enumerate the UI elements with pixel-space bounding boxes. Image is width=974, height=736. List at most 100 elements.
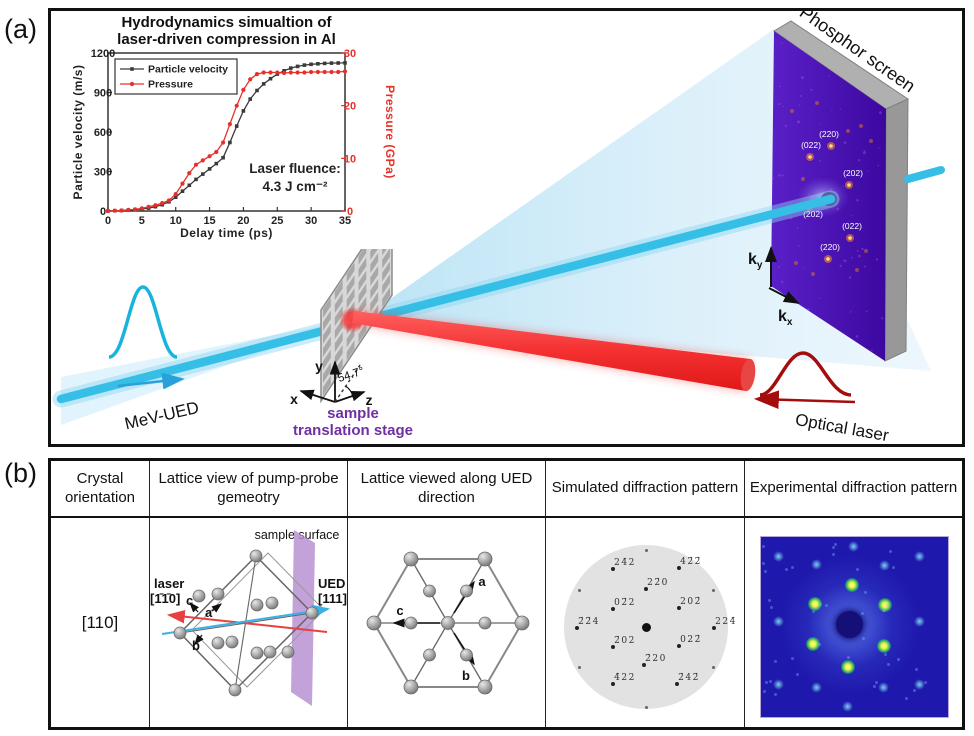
atom <box>281 645 295 659</box>
bragg-spot-dim <box>913 615 925 627</box>
sim-spot <box>677 606 681 610</box>
atom <box>228 683 242 697</box>
atom <box>249 549 263 563</box>
diffraction-spot-core <box>826 257 830 261</box>
screen-side-edge <box>884 98 909 362</box>
svg-text:Delay time (ps): Delay time (ps) <box>180 226 273 240</box>
cell-lattice-view: sample surface laser <box>150 518 348 727</box>
sim-spot <box>644 587 648 591</box>
stage-label-2: translation stage <box>293 422 413 439</box>
svg-text:15: 15 <box>203 215 215 227</box>
faint-spot <box>869 139 873 143</box>
svg-text:20: 20 <box>237 215 249 227</box>
diffraction-spot-label: (202) <box>843 168 863 178</box>
sim-spot <box>611 682 615 686</box>
svg-text:30: 30 <box>305 215 317 227</box>
svg-text:30: 30 <box>344 48 356 60</box>
sim-spot <box>642 663 646 667</box>
bragg-spot-bright <box>806 637 820 651</box>
mev-ued-label: MeV-UED <box>123 398 201 434</box>
atom <box>173 626 187 640</box>
hydro-chart: Hydrodynamics simualtion of laser-driven … <box>70 11 402 249</box>
bragg-spot-dim <box>772 615 784 627</box>
z-axis-label: z <box>366 392 373 408</box>
ued-label-2: [111] <box>318 591 347 606</box>
sim-spot-label: 224̄ <box>715 617 737 627</box>
diffraction-spot-core <box>847 183 851 187</box>
hex-b-label: b <box>462 668 470 683</box>
atom <box>211 587 225 601</box>
atom <box>225 635 239 649</box>
ued-beam-exit <box>904 166 945 183</box>
atom <box>423 648 436 662</box>
sim-spot <box>675 682 679 686</box>
svg-text:20: 20 <box>344 101 356 113</box>
sim-spot-unlabeled <box>711 665 715 669</box>
sim-spot <box>677 566 681 570</box>
bragg-spot-dim <box>772 678 784 690</box>
diffraction-spot-core <box>808 155 812 159</box>
sim-spot-label: 22̄0 <box>647 578 669 588</box>
sim-spot <box>677 644 681 648</box>
b-axis-label: b <box>192 638 200 653</box>
bragg-spot-dim <box>810 558 822 570</box>
bragg-spot-bright <box>878 598 892 612</box>
atom <box>265 596 279 610</box>
svg-text:laser-driven compression in Al: laser-driven compression in Al <box>117 31 336 48</box>
atom <box>250 646 264 660</box>
atom <box>477 551 493 567</box>
x-axis-label: x <box>290 391 298 407</box>
cell-experimental <box>745 518 962 727</box>
ky-label: ky <box>748 251 763 271</box>
sim-spot-label: 2̄2̄4 <box>578 617 600 627</box>
atom <box>263 645 277 659</box>
svg-text:10: 10 <box>344 153 356 165</box>
diffraction-spot-label: (022) <box>801 140 821 150</box>
atom <box>366 615 382 631</box>
sim-spot-label: 24̄2 <box>614 558 636 568</box>
diffraction-spot-core <box>848 236 852 240</box>
sim-spot-label: 02̄2 <box>614 598 636 608</box>
laser-beam-cap <box>740 358 756 392</box>
diffraction-spot-core <box>829 144 833 148</box>
diffraction-spots: (220)(022)(202)(202)(022)(220) <box>790 101 873 276</box>
svg-text:Particle velocity (m/s): Particle velocity (m/s) <box>71 65 85 200</box>
header-crystal-orientation: Crystal orientation <box>51 461 150 518</box>
svg-text:900: 900 <box>94 88 112 100</box>
sample-grid <box>320 201 393 404</box>
faint-spot <box>794 261 798 265</box>
c-axis-label: c <box>186 593 193 608</box>
faint-spot <box>864 249 868 253</box>
svg-text:Particle velocity: Particle velocity <box>148 64 228 76</box>
faint-spot <box>801 177 805 181</box>
atom <box>514 615 530 631</box>
bragg-spot-dim <box>913 678 925 690</box>
svg-text:10: 10 <box>170 215 182 227</box>
laser-label-1: laser <box>154 576 184 591</box>
phosphor-screen: (220)(022)(202)(202)(022)(220) <box>771 20 910 362</box>
laser-direction-line <box>166 609 328 633</box>
hex-a-label: a <box>478 574 486 589</box>
faint-spot <box>815 101 819 105</box>
experimental-pattern <box>760 536 949 718</box>
svg-text:0: 0 <box>100 206 106 218</box>
sim-spot <box>611 607 615 611</box>
bragg-spot-bright <box>841 660 855 674</box>
sim-spot-unlabeled <box>644 548 648 552</box>
simulated-pattern: 24̄2 42̄2̄ 22̄0 02̄2 202̄ 2̄2̄4 224̄ 2̄02 022̄ 2̄… <box>546 518 745 727</box>
panel-b-label: (b) <box>4 458 37 488</box>
svg-text:Laser fluence:: Laser fluence: <box>249 161 341 176</box>
svg-text:4.3 J cm⁻²: 4.3 J cm⁻² <box>263 179 328 194</box>
sim-spot-label: 2̄02 <box>614 636 636 646</box>
hex-c-label: c <box>396 603 403 618</box>
diffraction-spot-label: (022) <box>842 221 862 231</box>
panel-a-label: (a) <box>4 14 37 44</box>
ued-direction-arrow <box>117 372 185 390</box>
ued-pulse <box>108 285 178 359</box>
atom <box>478 616 492 630</box>
angle-arc <box>345 385 354 397</box>
atom <box>460 584 473 598</box>
sim-spot <box>611 567 615 571</box>
bragg-spot-dim <box>913 550 925 562</box>
sim-spot <box>575 626 579 630</box>
